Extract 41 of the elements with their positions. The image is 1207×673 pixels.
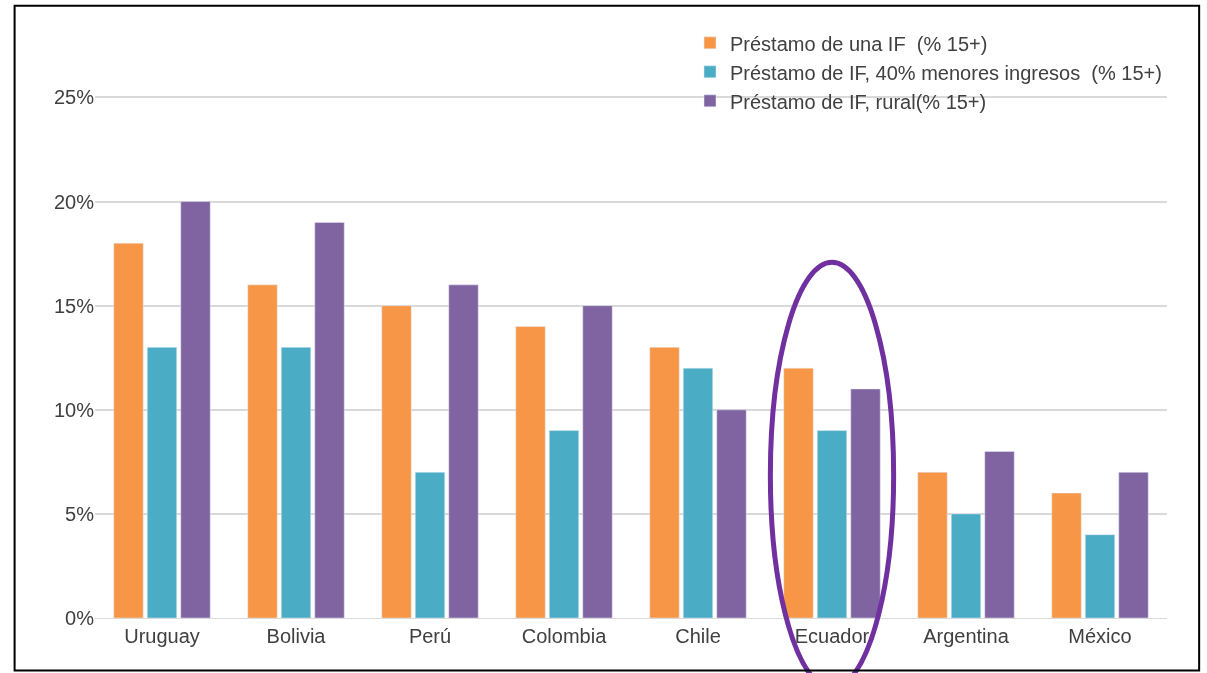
bar [582, 305, 613, 618]
x-tick-label: México [1068, 625, 1132, 647]
bar [917, 472, 948, 618]
y-tick-label: 25% [53, 86, 95, 109]
bar [817, 430, 847, 618]
bar [683, 367, 713, 618]
legend-label: Préstamo de IF, 40% menores ingresos (% 15+) [730, 61, 1162, 84]
bar [951, 513, 981, 618]
bar [515, 326, 546, 618]
bar [247, 284, 278, 618]
legend-label: Préstamo de una IF (% 15+) [730, 32, 988, 55]
y-tick-label: 20% [53, 190, 95, 213]
bar [1085, 534, 1115, 618]
x-tick-label: Uruguay [124, 625, 200, 647]
bar [549, 430, 579, 618]
x-tick-label: Ecuador [794, 625, 870, 647]
bar [716, 409, 747, 618]
bar [314, 222, 345, 618]
bar [984, 451, 1015, 618]
bar [783, 367, 814, 618]
bar [113, 242, 144, 618]
bar [649, 347, 680, 618]
y-tick-label: 15% [53, 294, 95, 317]
bar [448, 284, 479, 618]
y-tick-label: 0% [65, 607, 95, 629]
bar [1118, 472, 1149, 618]
bar [180, 201, 211, 618]
x-tick-label: Chile [675, 625, 721, 647]
bar [850, 388, 881, 618]
bar [381, 305, 412, 618]
bar [415, 472, 445, 618]
bar [281, 347, 311, 618]
y-tick-label: 10% [53, 398, 95, 421]
x-tick-label: Colombia [521, 625, 608, 647]
bar [147, 347, 177, 618]
x-tick-label: Perú [408, 625, 452, 647]
bar [1051, 492, 1082, 618]
x-tick-label: Argentina [923, 625, 1010, 647]
y-tick-label: 5% [65, 502, 95, 525]
x-tick-label: Bolivia [266, 625, 327, 647]
legend-label: Préstamo de IF, rural(% 15+) [730, 90, 987, 113]
